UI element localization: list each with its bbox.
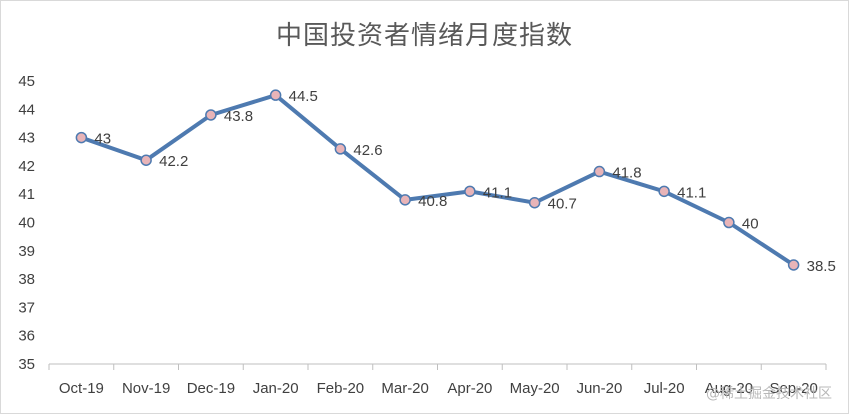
series-line [79, 93, 796, 267]
data-label: 38.5 [807, 258, 836, 275]
x-tick-label: Aug-20 [705, 380, 753, 397]
y-tick-label: 37 [18, 299, 35, 316]
x-tick-label: Oct-19 [59, 380, 104, 397]
y-tick-label: 38 [18, 271, 35, 288]
data-point [75, 131, 88, 144]
y-tick-label: 40 [18, 215, 35, 232]
y-tick-label: 39 [18, 243, 35, 260]
data-label: 42.6 [353, 142, 382, 159]
y-tick-label: 36 [18, 328, 35, 345]
x-tick-label: Jul-20 [644, 380, 685, 397]
y-tick-label: 44 [18, 101, 35, 118]
x-tick-label: Dec-19 [187, 380, 235, 397]
y-tick-label: 43 [18, 130, 35, 147]
data-label: 44.5 [289, 88, 318, 105]
x-tick-label: Jun-20 [576, 380, 622, 397]
data-point [334, 143, 347, 155]
data-point [787, 259, 800, 271]
data-point [528, 196, 541, 209]
data-point [269, 89, 282, 101]
data-point [723, 216, 735, 229]
data-label: 41.1 [483, 184, 512, 201]
data-label: 43.8 [224, 108, 253, 125]
x-tick-label: Jan-20 [253, 380, 299, 397]
data-point [140, 154, 152, 166]
y-tick-label: 41 [18, 186, 35, 203]
y-tick-label: 35 [18, 356, 35, 373]
data-label: 40 [742, 216, 759, 233]
data-point [399, 194, 411, 206]
data-label: 41.1 [677, 184, 706, 201]
x-tick-label: May-20 [510, 380, 560, 397]
y-tick-label: 42 [18, 158, 35, 175]
data-point [658, 185, 670, 198]
data-point [464, 185, 476, 198]
x-tick-label: Mar-20 [381, 380, 429, 397]
data-label: 41.8 [612, 165, 641, 182]
data-label: 42.2 [159, 153, 188, 170]
chart-title: 中国投资者情绪月度指数 [275, 21, 573, 51]
x-tick-label: Feb-20 [317, 380, 365, 397]
data-label: 43 [94, 131, 111, 148]
data-point [205, 109, 217, 121]
data-label: 40.7 [548, 196, 577, 213]
x-tick-label: Apr-20 [447, 380, 492, 397]
x-tick-label: Sep-20 [769, 380, 817, 397]
watermark: @稀土掘金技术社区 [706, 386, 832, 402]
data-point [593, 165, 606, 178]
y-tick-label: 45 [18, 73, 35, 90]
data-label: 40.8 [418, 193, 447, 210]
x-tick-label: Nov-19 [122, 380, 170, 397]
